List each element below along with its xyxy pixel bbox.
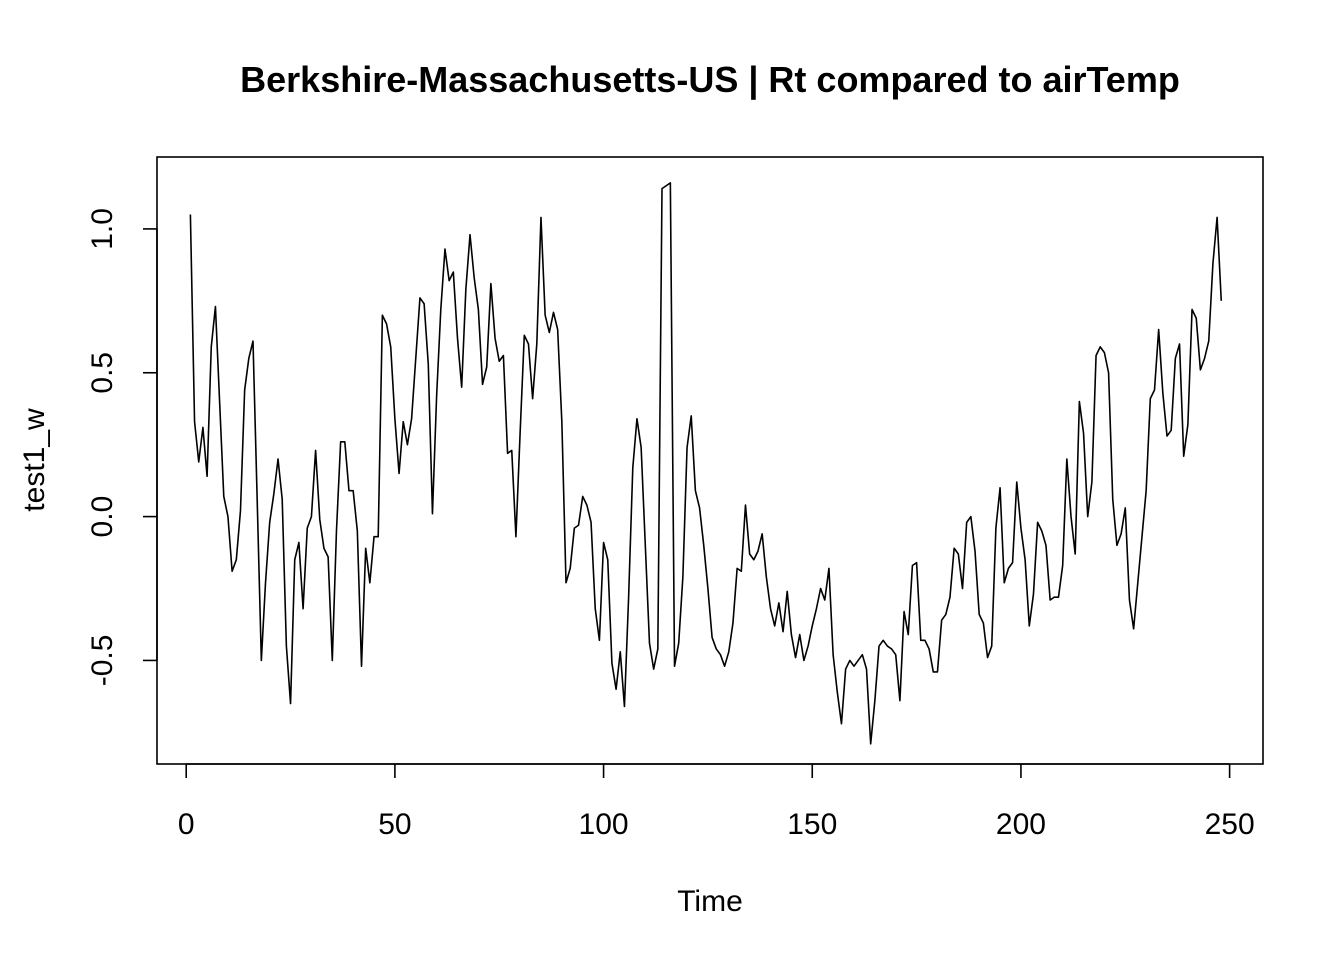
x-axis-label: Time	[677, 885, 743, 918]
series-line	[189, 182, 1223, 745]
x-tick-label: 100	[579, 808, 629, 841]
x-tick-label: 0	[178, 808, 195, 841]
x-tick-label: 250	[1205, 808, 1255, 841]
y-axis: -0.5 0.0 0.5 1.0	[86, 208, 158, 687]
x-tick-label: 200	[996, 808, 1046, 841]
chart-title: Berkshire-Massachusetts-US | Rt compared…	[240, 59, 1180, 101]
x-tick-label: 150	[787, 808, 837, 841]
y-tick-label: -0.5	[86, 635, 119, 687]
y-tick-label: 1.0	[86, 208, 119, 250]
y-tick-label: 0.0	[86, 496, 119, 538]
x-tick-label: 50	[378, 808, 411, 841]
plot-frame	[156, 156, 1264, 765]
y-tick-label: 0.5	[86, 352, 119, 394]
y-axis-label: test1_w	[18, 408, 51, 512]
x-axis: 0 50 100 150 200 250	[178, 763, 1255, 841]
